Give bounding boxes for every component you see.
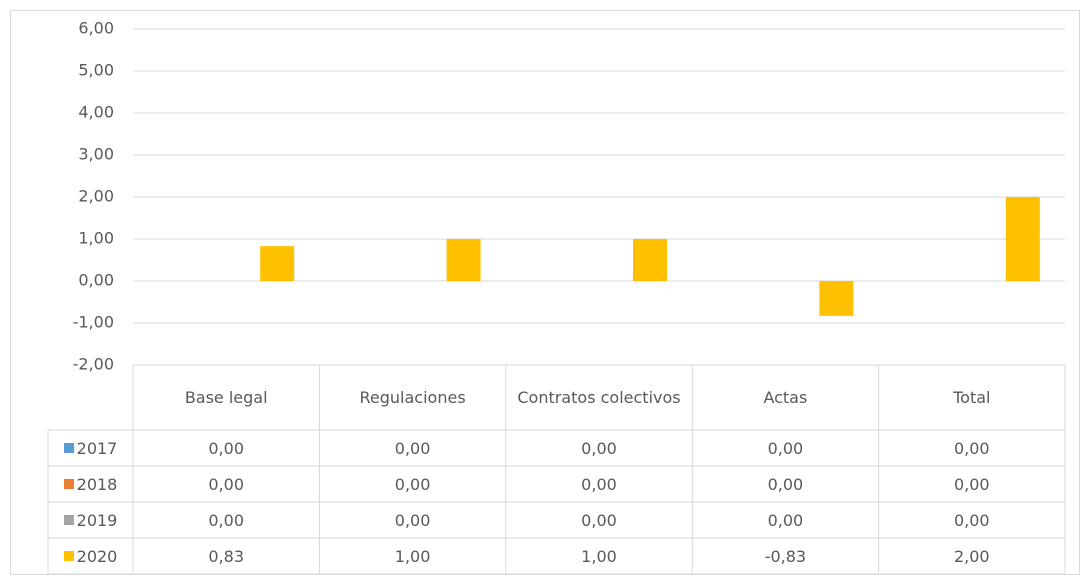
table-value: 0,00: [319, 466, 505, 502]
y-tick-label: 2,00: [78, 187, 114, 206]
legend-entry-text: 2018: [76, 474, 118, 494]
table-value-text: -0,83: [764, 546, 807, 566]
table-value: 0,83: [133, 538, 319, 574]
category-header: Regulaciones: [319, 365, 505, 430]
table-value: 0,00: [506, 502, 692, 538]
table-value-text: 2,00: [953, 546, 990, 566]
table-value-text: 0,00: [767, 438, 804, 458]
table-value-text: 1,00: [394, 546, 431, 566]
legend-entry-text: 2017: [76, 438, 118, 458]
table-value-text: 0,00: [953, 474, 990, 494]
table-value-text: 0,00: [767, 510, 804, 530]
table-value: 1,00: [319, 538, 505, 574]
y-tick-label: 5,00: [78, 61, 114, 80]
legend-entry: 2019: [48, 502, 133, 538]
y-tick-label: -2,00: [73, 355, 114, 374]
table-value: 0,00: [133, 466, 319, 502]
category-header: Base legal: [133, 365, 319, 430]
legend-entry-text: 2020: [76, 546, 118, 566]
legend-entry: 2020: [48, 538, 133, 574]
y-tick-label: 6,00: [78, 19, 114, 38]
category-header-text: Regulaciones: [359, 388, 466, 407]
table-value: 0,00: [692, 502, 878, 538]
table-value: -0,83: [692, 538, 878, 574]
category-header: Total: [879, 365, 1065, 430]
table-value-text: 0,83: [208, 546, 244, 566]
table-value-text: 0,00: [394, 510, 431, 530]
legend-key: [63, 479, 74, 489]
category-header-text: Base legal: [184, 388, 268, 407]
table-value-text: 0,00: [581, 438, 617, 458]
bar: [1005, 197, 1040, 281]
y-tick-label: -1,00: [73, 313, 114, 332]
table-value-text: 0,00: [208, 438, 244, 458]
table-value-text: 0,00: [581, 474, 617, 494]
y-tick-label: 1,00: [78, 229, 114, 248]
table-value: 0,00: [692, 430, 878, 466]
table-value-text: 0,00: [394, 474, 431, 494]
y-tick-label: 3,00: [78, 145, 114, 164]
table-value-text: 0,00: [208, 474, 244, 494]
legend-key: [63, 515, 74, 525]
table-value: 0,00: [133, 430, 319, 466]
table-value: 0,00: [319, 502, 505, 538]
table-value-text: 0,00: [208, 510, 244, 530]
y-tick-label: 0,00: [78, 271, 114, 290]
y-tick-label: 4,00: [78, 103, 114, 122]
bar: [633, 239, 667, 281]
legend-key: [63, 443, 74, 453]
legend-entry: 2018: [48, 466, 133, 502]
category-header-text: Contratos colectivos: [517, 388, 681, 407]
category-header-text: Total: [953, 388, 991, 407]
table-value: 0,00: [879, 502, 1065, 538]
bar: [260, 246, 295, 281]
legend-key: [63, 551, 74, 561]
table-value-text: 0,00: [581, 510, 617, 530]
table-value-text: 0,00: [953, 510, 990, 530]
table-value: 0,00: [879, 466, 1065, 502]
table-value: 0,00: [506, 466, 692, 502]
table-value: 2,00: [879, 538, 1065, 574]
legend-entry: 2017: [48, 430, 133, 466]
bar: [819, 281, 854, 316]
category-header: Contratos colectivos: [506, 365, 692, 430]
table-value: 0,00: [133, 502, 319, 538]
table-value-text: 0,00: [953, 438, 990, 458]
table-value-text: 0,00: [767, 474, 804, 494]
category-header: Actas: [692, 365, 878, 430]
table-value: 1,00: [506, 538, 692, 574]
table-value-text: 1,00: [581, 546, 617, 566]
legend-entry-text: 2019: [76, 510, 118, 530]
bar: [446, 239, 481, 281]
table-value-text: 0,00: [394, 438, 431, 458]
table-value: 0,00: [319, 430, 505, 466]
table-value: 0,00: [506, 430, 692, 466]
category-header-text: Actas: [763, 388, 808, 407]
table-value: 0,00: [879, 430, 1065, 466]
table-value: 0,00: [692, 466, 878, 502]
